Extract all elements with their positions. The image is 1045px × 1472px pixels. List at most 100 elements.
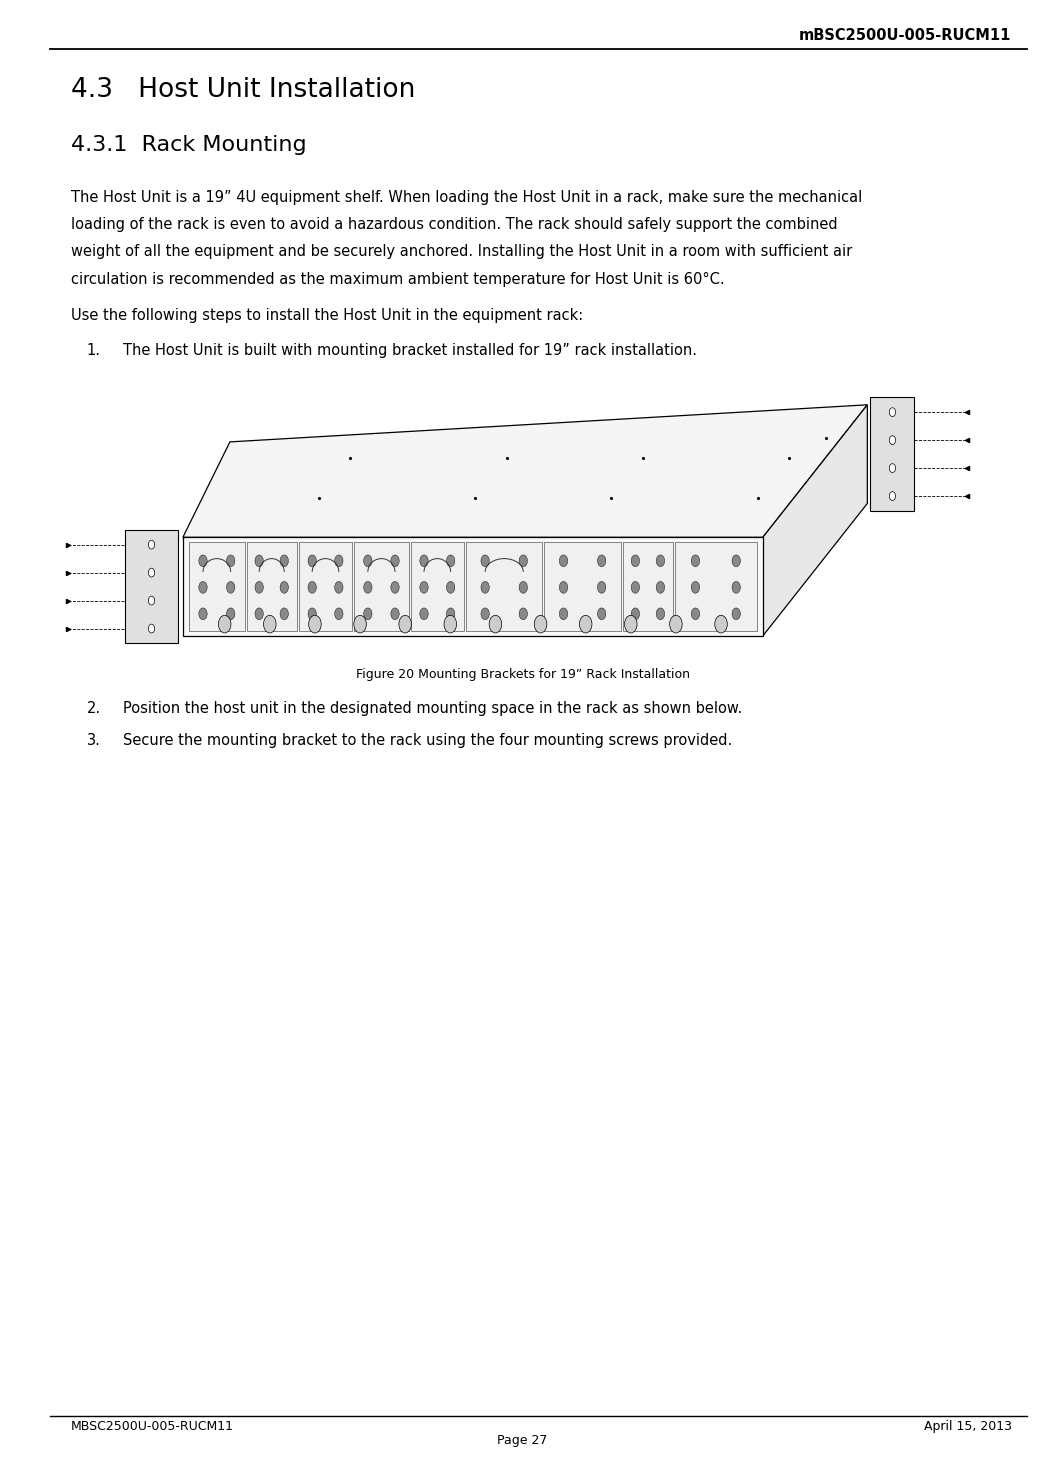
- Circle shape: [598, 581, 606, 593]
- Polygon shape: [299, 542, 352, 631]
- Circle shape: [656, 555, 665, 567]
- Text: Page 27: Page 27: [497, 1434, 548, 1447]
- Circle shape: [227, 581, 235, 593]
- Text: 4.3.1  Rack Mounting: 4.3.1 Rack Mounting: [71, 135, 306, 156]
- Circle shape: [446, 608, 455, 620]
- Polygon shape: [189, 542, 245, 631]
- Circle shape: [148, 568, 155, 577]
- Circle shape: [263, 615, 276, 633]
- Text: circulation is recommended as the maximum ambient temperature for Host Unit is 6: circulation is recommended as the maximu…: [71, 272, 724, 287]
- Circle shape: [334, 581, 343, 593]
- Polygon shape: [623, 542, 673, 631]
- Polygon shape: [183, 405, 867, 537]
- Circle shape: [598, 555, 606, 567]
- Polygon shape: [125, 530, 178, 643]
- Circle shape: [732, 581, 740, 593]
- Circle shape: [692, 555, 700, 567]
- Circle shape: [391, 555, 399, 567]
- Polygon shape: [763, 405, 867, 636]
- Circle shape: [420, 581, 428, 593]
- Circle shape: [227, 555, 235, 567]
- Polygon shape: [183, 537, 763, 636]
- Text: Figure 20 Mounting Brackets for 19” Rack Installation: Figure 20 Mounting Brackets for 19” Rack…: [355, 668, 690, 682]
- Circle shape: [692, 608, 700, 620]
- Circle shape: [481, 555, 489, 567]
- Circle shape: [218, 615, 231, 633]
- Circle shape: [519, 608, 528, 620]
- Circle shape: [481, 608, 489, 620]
- Circle shape: [364, 555, 372, 567]
- Text: The Host Unit is a 19” 4U equipment shelf. When loading the Host Unit in a rack,: The Host Unit is a 19” 4U equipment shel…: [71, 190, 862, 205]
- Circle shape: [255, 581, 263, 593]
- Circle shape: [280, 581, 288, 593]
- Polygon shape: [870, 397, 914, 511]
- Circle shape: [889, 492, 896, 500]
- Circle shape: [354, 615, 367, 633]
- Circle shape: [889, 408, 896, 417]
- Circle shape: [692, 581, 700, 593]
- Circle shape: [227, 608, 235, 620]
- Circle shape: [364, 581, 372, 593]
- Circle shape: [446, 555, 455, 567]
- Polygon shape: [411, 542, 464, 631]
- Circle shape: [631, 555, 640, 567]
- Polygon shape: [466, 542, 542, 631]
- Text: Secure the mounting bracket to the rack using the four mounting screws provided.: Secure the mounting bracket to the rack …: [123, 733, 733, 748]
- Circle shape: [444, 615, 457, 633]
- Circle shape: [148, 624, 155, 633]
- Circle shape: [889, 436, 896, 445]
- Circle shape: [308, 555, 317, 567]
- Circle shape: [579, 615, 591, 633]
- Circle shape: [308, 581, 317, 593]
- Circle shape: [656, 581, 665, 593]
- Circle shape: [559, 555, 567, 567]
- Circle shape: [199, 581, 207, 593]
- Text: The Host Unit is built with mounting bracket installed for 19” rack installation: The Host Unit is built with mounting bra…: [123, 343, 697, 358]
- Circle shape: [364, 608, 372, 620]
- Circle shape: [199, 555, 207, 567]
- Text: 4.3   Host Unit Installation: 4.3 Host Unit Installation: [71, 77, 416, 103]
- Circle shape: [519, 581, 528, 593]
- Circle shape: [199, 608, 207, 620]
- Circle shape: [715, 615, 727, 633]
- Circle shape: [889, 464, 896, 473]
- Circle shape: [148, 596, 155, 605]
- Circle shape: [481, 581, 489, 593]
- Circle shape: [334, 608, 343, 620]
- Text: weight of all the equipment and be securely anchored. Installing the Host Unit i: weight of all the equipment and be secur…: [71, 244, 853, 259]
- Text: April 15, 2013: April 15, 2013: [924, 1420, 1012, 1434]
- Text: 3.: 3.: [87, 733, 100, 748]
- Circle shape: [534, 615, 547, 633]
- Circle shape: [391, 608, 399, 620]
- Polygon shape: [354, 542, 409, 631]
- Polygon shape: [675, 542, 757, 631]
- Circle shape: [391, 581, 399, 593]
- Circle shape: [559, 581, 567, 593]
- Circle shape: [308, 608, 317, 620]
- Circle shape: [598, 608, 606, 620]
- Circle shape: [732, 608, 740, 620]
- Circle shape: [399, 615, 412, 633]
- Circle shape: [631, 581, 640, 593]
- Circle shape: [670, 615, 682, 633]
- Circle shape: [148, 540, 155, 549]
- Polygon shape: [544, 542, 621, 631]
- Circle shape: [255, 608, 263, 620]
- Text: MBSC2500U-005-RUCM11: MBSC2500U-005-RUCM11: [71, 1420, 234, 1434]
- Text: loading of the rack is even to avoid a hazardous condition. The rack should safe: loading of the rack is even to avoid a h…: [71, 216, 838, 233]
- Circle shape: [656, 608, 665, 620]
- Text: Position the host unit in the designated mounting space in the rack as shown bel: Position the host unit in the designated…: [123, 701, 743, 715]
- Circle shape: [489, 615, 502, 633]
- Text: Use the following steps to install the Host Unit in the equipment rack:: Use the following steps to install the H…: [71, 308, 583, 322]
- Circle shape: [255, 555, 263, 567]
- Circle shape: [334, 555, 343, 567]
- Circle shape: [519, 555, 528, 567]
- Circle shape: [732, 555, 740, 567]
- Circle shape: [631, 608, 640, 620]
- Text: mBSC2500U-005-RUCM11: mBSC2500U-005-RUCM11: [799, 28, 1012, 43]
- Circle shape: [420, 608, 428, 620]
- Circle shape: [625, 615, 637, 633]
- Polygon shape: [247, 542, 297, 631]
- Text: 2.: 2.: [87, 701, 101, 715]
- Circle shape: [280, 555, 288, 567]
